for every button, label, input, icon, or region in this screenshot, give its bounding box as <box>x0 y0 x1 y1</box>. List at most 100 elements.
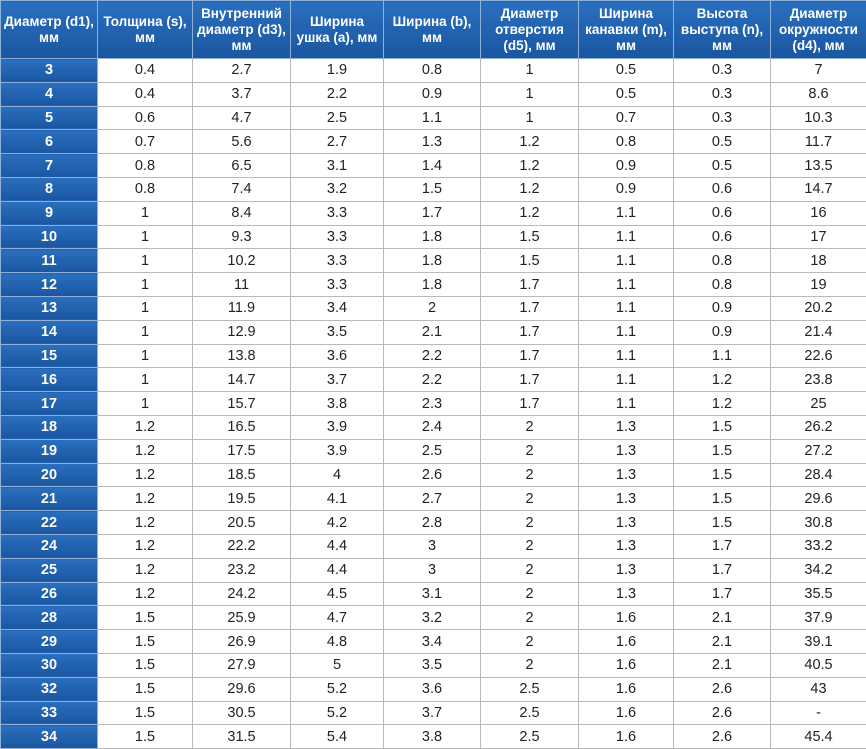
row-key-cell: 32 <box>1 677 98 701</box>
row-key-cell: 33 <box>1 701 98 725</box>
table-cell: 1.8 <box>384 225 481 249</box>
table-cell: 2 <box>481 415 579 439</box>
header-cell: Внутренний диаметр (d3), мм <box>193 1 291 59</box>
table-cell: 2.7 <box>193 59 291 83</box>
row-key-cell: 34 <box>1 725 98 749</box>
header-cell: Ширина ушка (a), мм <box>291 1 384 59</box>
row-key-cell: 4 <box>1 82 98 106</box>
table-cell: 4.2 <box>291 511 384 535</box>
table-cell: 2.1 <box>674 630 771 654</box>
table-cell: 3.2 <box>291 177 384 201</box>
table-cell: 3.8 <box>384 725 481 749</box>
table-cell: 39.1 <box>771 630 866 654</box>
table-cell: 1.5 <box>98 701 193 725</box>
table-cell: 1.3 <box>579 415 674 439</box>
row-key-cell: 22 <box>1 511 98 535</box>
table-cell: 4.4 <box>291 558 384 582</box>
table-cell: 3.6 <box>384 677 481 701</box>
table-cell: 22.2 <box>193 534 291 558</box>
table-cell: 1.7 <box>384 201 481 225</box>
table-cell: 1.2 <box>98 582 193 606</box>
table-cell: 1.4 <box>384 154 481 178</box>
header-cell: Толщина (s), мм <box>98 1 193 59</box>
row-key-cell: 29 <box>1 630 98 654</box>
table-cell: 1.3 <box>579 582 674 606</box>
table-cell: 2.2 <box>291 82 384 106</box>
table-cell: 1.2 <box>481 201 579 225</box>
table-cell: 2.6 <box>674 701 771 725</box>
table-cell: 8.4 <box>193 201 291 225</box>
table-cell: 3.5 <box>291 320 384 344</box>
table-cell: 11 <box>193 273 291 297</box>
table-cell: 2 <box>481 534 579 558</box>
table-cell: 4 <box>291 463 384 487</box>
table-cell: 1.1 <box>579 368 674 392</box>
table-cell: 1 <box>481 106 579 130</box>
table-cell: 2.6 <box>384 463 481 487</box>
table-cell: 31.5 <box>193 725 291 749</box>
table-cell: 5 <box>291 653 384 677</box>
table-cell: 29.6 <box>193 677 291 701</box>
table-cell: 3.7 <box>384 701 481 725</box>
table-cell: 1.6 <box>579 701 674 725</box>
table-cell: 2 <box>481 582 579 606</box>
table-cell: 2.5 <box>481 701 579 725</box>
table-cell: 20.5 <box>193 511 291 535</box>
row-key-cell: 14 <box>1 320 98 344</box>
table-cell: 1.1 <box>384 106 481 130</box>
table-cell: 1 <box>98 368 193 392</box>
table-cell: 1.1 <box>674 344 771 368</box>
table-cell: 1.2 <box>481 177 579 201</box>
table-cell: 0.5 <box>674 130 771 154</box>
table-cell: 7 <box>771 59 866 83</box>
table-cell: 35.5 <box>771 582 866 606</box>
table-cell: 1.7 <box>481 368 579 392</box>
table-cell: 1.2 <box>98 463 193 487</box>
table-cell: 1 <box>98 225 193 249</box>
table-cell: 17.5 <box>193 439 291 463</box>
table-cell: 1.5 <box>481 225 579 249</box>
table-cell: 1 <box>98 273 193 297</box>
table-cell: 3.7 <box>291 368 384 392</box>
table-cell: 2 <box>481 630 579 654</box>
table-cell: 2.6 <box>674 677 771 701</box>
table-cell: 16.5 <box>193 415 291 439</box>
table-cell: 4.1 <box>291 487 384 511</box>
table-cell: 1.5 <box>98 653 193 677</box>
table-cell: 0.9 <box>579 154 674 178</box>
table-cell: 3.4 <box>291 296 384 320</box>
table-cell: 0.5 <box>579 82 674 106</box>
table-cell: 18.5 <box>193 463 291 487</box>
table-cell: 2.1 <box>384 320 481 344</box>
table-cell: 2 <box>481 653 579 677</box>
table-cell: 2.5 <box>481 725 579 749</box>
table-cell: 2 <box>481 558 579 582</box>
row-key-cell: 9 <box>1 201 98 225</box>
table-cell: 1.5 <box>384 177 481 201</box>
table-cell: 4.8 <box>291 630 384 654</box>
row-key-cell: 3 <box>1 59 98 83</box>
row-key-cell: 13 <box>1 296 98 320</box>
table-cell: 1.5 <box>674 463 771 487</box>
table-cell: 3.5 <box>384 653 481 677</box>
table-cell: 43 <box>771 677 866 701</box>
table-cell: 2 <box>481 463 579 487</box>
table-cell: 2 <box>481 439 579 463</box>
table-cell: 30.5 <box>193 701 291 725</box>
table-cell: 5.4 <box>291 725 384 749</box>
row-key-cell: 18 <box>1 415 98 439</box>
